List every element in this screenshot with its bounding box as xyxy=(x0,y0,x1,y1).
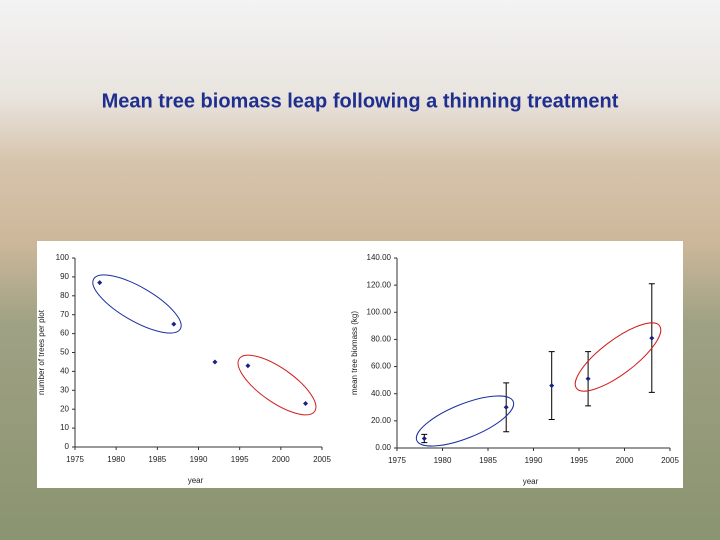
y-tick-label: 100 xyxy=(56,253,70,262)
x-tick-label: 1980 xyxy=(107,455,125,464)
x-tick-label: 1980 xyxy=(434,456,452,465)
x-tick-label: 2005 xyxy=(661,456,679,465)
data-point xyxy=(212,359,218,365)
y-tick-label: 50 xyxy=(60,348,69,357)
y-tick-label: 60.00 xyxy=(371,362,392,371)
y-tick-label: 60 xyxy=(60,329,69,338)
y-axis-label: mean tree biomass (kg) xyxy=(350,311,359,395)
data-point xyxy=(97,280,103,286)
x-tick-label: 1990 xyxy=(525,456,543,465)
data-point xyxy=(503,404,509,410)
data-point xyxy=(649,335,655,341)
y-tick-label: 0 xyxy=(65,442,70,451)
x-tick-label: 1975 xyxy=(388,456,406,465)
y-tick-label: 90 xyxy=(60,272,69,281)
chart-right: 0.00 20.00 40.00 60.00 80.00 100.00 120.00 140.… xyxy=(350,253,679,486)
y-tick-label: 80 xyxy=(60,291,69,300)
x-tick-label: 1995 xyxy=(231,455,249,464)
data-point xyxy=(245,363,251,369)
x-axis-label: year xyxy=(188,476,204,485)
data-point xyxy=(421,436,427,441)
y-tick-label: 40 xyxy=(60,367,69,376)
chart-panel xyxy=(37,241,683,488)
y-tick-label: 10 xyxy=(60,423,69,432)
y-tick-label: 100.00 xyxy=(367,307,392,316)
x-tick-label: 2000 xyxy=(272,455,290,464)
data-point xyxy=(549,383,555,389)
data-point xyxy=(171,321,177,327)
x-tick-label: 2000 xyxy=(616,456,634,465)
x-tick-label: 1975 xyxy=(66,455,84,464)
x-tick-label: 1985 xyxy=(148,455,166,464)
y-tick-label: 80.00 xyxy=(371,335,392,344)
y-tick-label: 120.00 xyxy=(367,280,392,289)
x-tick-label: 1995 xyxy=(570,456,588,465)
x-tick-label: 1990 xyxy=(190,455,208,464)
y-tick-label: 20.00 xyxy=(371,416,392,425)
y-tick-label: 20 xyxy=(60,404,69,413)
y-tick-label: 40.00 xyxy=(371,389,392,398)
x-tick-label: 2005 xyxy=(313,455,331,464)
data-point xyxy=(303,401,309,407)
group-ellipse xyxy=(574,322,662,392)
group-ellipse xyxy=(92,274,182,334)
y-tick-label: 70 xyxy=(60,310,69,319)
x-axis-label: year xyxy=(523,477,539,486)
data-point xyxy=(585,376,591,382)
y-tick-label: 30 xyxy=(60,385,69,394)
group-ellipse xyxy=(415,395,515,447)
group-ellipse xyxy=(237,354,317,416)
slide-title: Mean tree biomass leap following a thinn… xyxy=(102,90,619,112)
x-tick-label: 1985 xyxy=(479,456,497,465)
y-tick-label: 0.00 xyxy=(375,443,391,452)
y-tick-label: 140.00 xyxy=(367,253,392,262)
y-axis-label: number of trees per plot xyxy=(37,309,46,395)
chart-left: 0 10 20 30 40 50 60 70 80 90 100 1975 1980 1985 1990 19… xyxy=(37,253,331,485)
